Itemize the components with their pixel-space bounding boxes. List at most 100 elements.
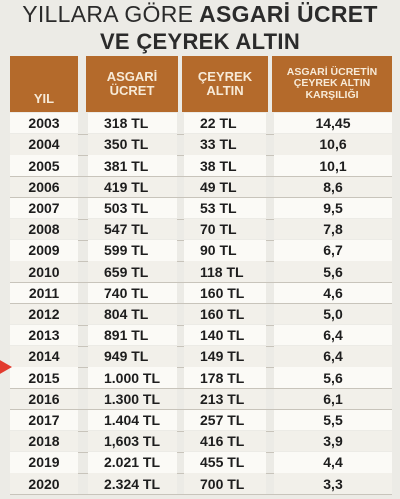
table-row: 2010 659 TL 118 TL 5,6: [0, 261, 400, 282]
table-row: 2014 949 TL 149 TL 6,4: [0, 346, 400, 367]
karsiligi-cell: 6,1: [274, 388, 392, 409]
ceyrek-altin-cell: 178 TL: [184, 367, 266, 388]
highlight-arrow-icon: [0, 359, 12, 376]
karsiligi-cell: 9,5: [274, 197, 392, 219]
year-cell: 2003: [10, 113, 78, 134]
header-karsiligi: ASGARİ ÜCRETİN ÇEYREK ALTIN KARŞILIĞI: [272, 56, 392, 112]
title-part-a: YILLARA GÖRE: [22, 1, 194, 27]
karsiligi-cell: 10,1: [274, 155, 392, 176]
header-oran-line-1: ASGARİ ÜCRETİN: [286, 66, 378, 79]
header-year-label: YIL: [33, 91, 55, 107]
year-cell: 2011: [10, 282, 78, 303]
asgari-ucret-cell: 381 TL: [88, 155, 177, 176]
ceyrek-altin-cell: 140 TL: [184, 325, 266, 346]
asgari-ucret-cell: 804 TL: [88, 303, 177, 325]
karsiligi-cell: 4,6: [274, 282, 392, 303]
asgari-ucret-cell: 547 TL: [88, 219, 177, 240]
karsiligi-cell: 14,45: [274, 113, 392, 134]
year-cell: 2017: [10, 409, 78, 431]
karsiligi-cell: 6,4: [274, 346, 392, 367]
karsiligi-cell: 10,6: [274, 134, 392, 155]
year-cell: 2016: [10, 388, 78, 409]
header-ucret-line-2: ÜCRET: [109, 83, 155, 98]
asgari-ucret-cell: 659 TL: [88, 261, 177, 282]
asgari-ucret-cell: 503 TL: [88, 197, 177, 219]
ceyrek-altin-cell: 416 TL: [184, 431, 266, 452]
karsiligi-cell: 8,6: [274, 176, 392, 197]
year-cell: 2006: [10, 176, 78, 197]
karsiligi-cell: 3,9: [274, 431, 392, 452]
ceyrek-altin-cell: 160 TL: [184, 303, 266, 325]
ceyrek-altin-cell: 49 TL: [184, 176, 266, 197]
table-row: 2019 2.021 TL 455 TL 4,4: [0, 452, 400, 473]
year-cell: 2004: [10, 134, 78, 155]
table-row: 2006 419 TL 49 TL 8,6: [0, 176, 400, 197]
asgari-ucret-cell: 2.021 TL: [88, 452, 177, 473]
asgari-ucret-cell: 891 TL: [88, 325, 177, 346]
asgari-ucret-cell: 949 TL: [88, 346, 177, 367]
title-part-b: ASGARİ ÜCRET: [199, 1, 378, 27]
ceyrek-altin-cell: 700 TL: [184, 473, 266, 494]
year-cell: 2008: [10, 219, 78, 240]
year-cell: 2013: [10, 325, 78, 346]
karsiligi-cell: 6,4: [274, 325, 392, 346]
table-row: 2009 599 TL 90 TL 6,7: [0, 240, 400, 261]
table-row: 2011 740 TL 160 TL 4,6: [0, 282, 400, 303]
ceyrek-altin-cell: 33 TL: [184, 134, 266, 155]
ceyrek-altin-cell: 455 TL: [184, 452, 266, 473]
ceyrek-altin-cell: 160 TL: [184, 282, 266, 303]
header-oran-line-2: ÇEYREK ALTIN: [293, 77, 371, 90]
table-row: 2007 503 TL 53 TL 9,5: [0, 197, 400, 219]
asgari-ucret-cell: 1.000 TL: [88, 367, 177, 388]
year-cell: 2015: [10, 367, 78, 388]
asgari-ucret-cell: 419 TL: [88, 176, 177, 197]
year-cell: 2009: [10, 240, 78, 261]
year-cell: 2010: [10, 261, 78, 282]
header-ceyrek-altin: ÇEYREK ALTIN: [182, 56, 268, 112]
ceyrek-altin-cell: 53 TL: [184, 197, 266, 219]
header-asgari-ucret: ASGARİ ÜCRET: [86, 56, 178, 112]
karsiligi-cell: 7,8: [274, 219, 392, 240]
karsiligi-cell: 3,3: [274, 473, 392, 494]
asgari-ucret-cell: 1.404 TL: [88, 409, 177, 431]
header-year: YIL: [10, 56, 78, 112]
year-cell: 2012: [10, 303, 78, 325]
row-divider: [10, 494, 392, 496]
asgari-ucret-cell: 350 TL: [88, 134, 177, 155]
table-row: 2012 804 TL 160 TL 5,0: [0, 303, 400, 325]
ceyrek-altin-cell: 90 TL: [184, 240, 266, 261]
table-row: 2005 381 TL 38 TL 10,1: [0, 155, 400, 176]
year-cell: 2007: [10, 197, 78, 219]
header-ucret-line-1: ASGARİ: [106, 69, 158, 85]
year-cell: 2019: [10, 452, 78, 473]
header-altin-line-1: ÇEYREK: [197, 69, 253, 85]
ceyrek-altin-cell: 38 TL: [184, 155, 266, 176]
ceyrek-altin-cell: 257 TL: [184, 409, 266, 431]
karsiligi-cell: 5,6: [274, 261, 392, 282]
year-cell: 2020: [10, 473, 78, 494]
asgari-ucret-cell: 1,603 TL: [88, 431, 177, 452]
year-cell: 2014: [10, 346, 78, 367]
ceyrek-altin-cell: 22 TL: [184, 113, 266, 134]
table-row: 2015 1.000 TL 178 TL 5,6: [0, 367, 400, 388]
table-row: 2016 1.300 TL 213 TL 6,1: [0, 388, 400, 409]
year-cell: 2018: [10, 431, 78, 452]
karsiligi-cell: 5,0: [274, 303, 392, 325]
ceyrek-altin-cell: 149 TL: [184, 346, 266, 367]
asgari-ucret-cell: 1.300 TL: [88, 388, 177, 409]
table-row: 2004 350 TL 33 TL 10,6: [0, 134, 400, 155]
year-cell: 2005: [10, 155, 78, 176]
table-row: 2008 547 TL 70 TL 7,8: [0, 219, 400, 240]
table-row: 2017 1.404 TL 257 TL 5,5: [0, 409, 400, 431]
karsiligi-cell: 4,4: [274, 452, 392, 473]
asgari-ucret-cell: 599 TL: [88, 240, 177, 261]
table-row: 2003 318 TL 22 TL 14,45: [0, 113, 400, 134]
header-oran-line-3: KARŞILIĞI: [305, 88, 359, 101]
ceyrek-altin-cell: 118 TL: [184, 261, 266, 282]
karsiligi-cell: 5,5: [274, 409, 392, 431]
header-altin-line-2: ALTIN: [206, 83, 244, 98]
asgari-ucret-cell: 2.324 TL: [88, 473, 177, 494]
asgari-ucret-cell: 740 TL: [88, 282, 177, 303]
ceyrek-altin-cell: 70 TL: [184, 219, 266, 240]
table-row: 2018 1,603 TL 416 TL 3,9: [0, 431, 400, 452]
